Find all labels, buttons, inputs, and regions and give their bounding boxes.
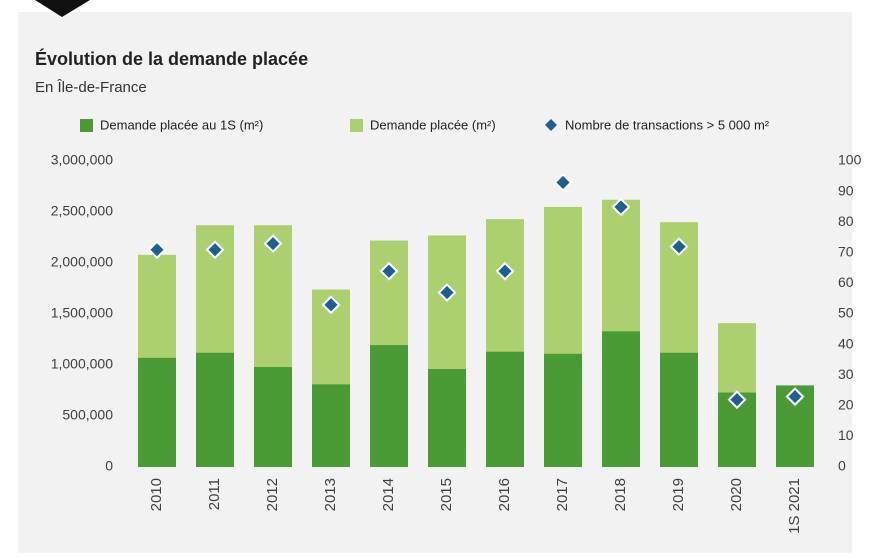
bar: [138, 357, 176, 467]
x-tick-label: 2016: [496, 478, 513, 511]
x-tick-label: 2015: [438, 478, 455, 511]
x-tick-label: 2018: [612, 478, 629, 511]
x-tick-label: 2014: [380, 478, 397, 511]
transaction-marker: [263, 234, 283, 254]
bar: [544, 353, 582, 467]
transaction-marker: [147, 240, 167, 260]
x-tick-label: 2017: [554, 478, 571, 511]
y2-tick-label: 40: [838, 335, 854, 351]
y2-tick-label: 20: [838, 397, 854, 413]
y-tick-label: 500,000: [62, 407, 113, 423]
x-tick-label: 2020: [728, 478, 745, 511]
legend-swatch: [80, 119, 93, 132]
y2-tick-label: 0: [838, 458, 846, 474]
y-tick-label: 2,500,000: [51, 203, 113, 219]
transaction-marker: [611, 197, 631, 217]
transaction-marker: [437, 283, 457, 302]
bar: [602, 331, 640, 467]
transaction-marker: [379, 261, 399, 281]
x-tick-label: 2010: [148, 478, 165, 511]
bar: [428, 369, 466, 467]
transaction-marker: [785, 387, 805, 407]
chart-title: Évolution de la demande placée: [35, 48, 308, 69]
y2-tick-label: 70: [838, 244, 854, 260]
y-tick-label: 1,000,000: [51, 356, 113, 372]
bar: [370, 345, 408, 467]
bar: [312, 384, 350, 467]
legend-label: Demande placée (m²): [370, 117, 496, 132]
transaction-marker: [495, 261, 515, 281]
y-tick-label: 2,000,000: [51, 254, 113, 270]
transaction-marker: [321, 295, 341, 315]
chart-subtitle: En Île-de-France: [35, 79, 147, 96]
x-tick-label: 1S 2021: [786, 478, 803, 534]
y2-tick-label: 10: [838, 427, 854, 443]
bar: [660, 352, 698, 467]
bar: [486, 351, 524, 467]
transaction-marker: [553, 173, 573, 192]
y2-tick-label: 90: [838, 182, 854, 198]
transaction-marker: [669, 237, 689, 257]
y2-tick-label: 60: [838, 274, 854, 290]
y2-tick-label: 30: [838, 366, 854, 382]
transaction-marker: [727, 390, 747, 410]
y-tick-label: 1,500,000: [51, 305, 113, 321]
x-tick-label: 2013: [322, 478, 339, 511]
y-tick-label: 0: [105, 458, 113, 474]
bar: [196, 352, 234, 467]
y2-tick-label: 100: [838, 152, 862, 168]
transaction-marker: [205, 240, 225, 260]
legend-marker: [545, 119, 557, 131]
y-tick-label: 3,000,000: [51, 152, 113, 168]
legend-label: Demande placée au 1S (m²): [100, 117, 263, 132]
x-tick-label: 2019: [670, 478, 687, 511]
bar: [254, 367, 292, 467]
corner-marker: [35, 0, 90, 17]
legend-swatch: [350, 119, 363, 132]
x-tick-label: 2012: [264, 478, 281, 511]
y2-tick-label: 80: [838, 213, 854, 229]
x-tick-label: 2011: [206, 478, 223, 510]
legend-label: Nombre de transactions > 5 000 m²: [565, 117, 770, 132]
y2-tick-label: 50: [838, 305, 854, 321]
